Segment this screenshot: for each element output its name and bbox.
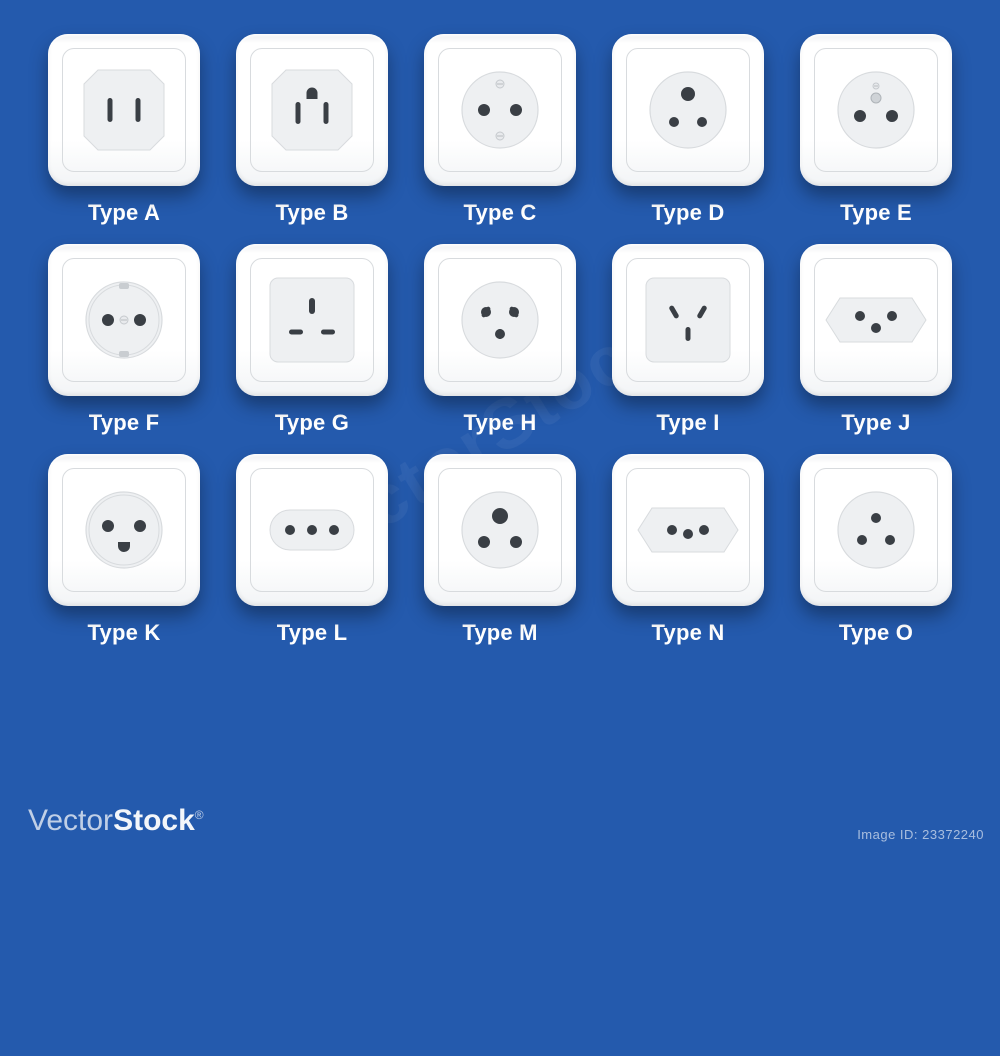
socket-plate-icon [236, 34, 388, 186]
socket-face-icon [612, 34, 764, 186]
socket-face-icon [236, 454, 388, 606]
socket-cell-type-h: Type H [424, 244, 576, 436]
socket-label: Type E [840, 200, 912, 226]
socket-plate-icon [424, 244, 576, 396]
socket-face-icon [48, 34, 200, 186]
socket-cell-type-a: Type A [48, 34, 200, 226]
socket-cell-type-m: Type M [424, 454, 576, 646]
socket-plate-icon [800, 244, 952, 396]
image-id: Image ID: 23372240 [857, 827, 984, 842]
socket-plate-icon [800, 34, 952, 186]
socket-cell-type-c: Type C [424, 34, 576, 226]
socket-label: Type N [652, 620, 725, 646]
socket-plate-icon [236, 244, 388, 396]
socket-label: Type D [652, 200, 725, 226]
socket-plate-icon [612, 244, 764, 396]
socket-face-icon [48, 244, 200, 396]
socket-cell-type-i: Type I [612, 244, 764, 436]
socket-face-icon [48, 454, 200, 606]
socket-cell-type-g: Type G [236, 244, 388, 436]
socket-cell-type-j: Type J [800, 244, 952, 436]
socket-plate-icon [424, 454, 576, 606]
socket-face-icon [424, 244, 576, 396]
socket-plate-icon [236, 454, 388, 606]
socket-face-icon [800, 244, 952, 396]
socket-label: Type I [656, 410, 719, 436]
socket-cell-type-f: Type F [48, 244, 200, 436]
socket-face-icon [612, 454, 764, 606]
socket-face-icon [612, 244, 764, 396]
socket-label: Type H [464, 410, 537, 436]
socket-cell-type-k: Type K [48, 454, 200, 646]
socket-label: Type J [841, 410, 910, 436]
socket-label: Type G [275, 410, 349, 436]
socket-label: Type C [464, 200, 537, 226]
socket-plate-icon [612, 454, 764, 606]
socket-face-icon [800, 454, 952, 606]
socket-face-icon [800, 34, 952, 186]
socket-grid: Type A Type B Type C Type D [48, 34, 952, 646]
socket-cell-type-o: Type O [800, 454, 952, 646]
socket-face-icon [424, 34, 576, 186]
socket-label: Type K [88, 620, 161, 646]
socket-plate-icon [612, 34, 764, 186]
socket-plate-icon [48, 244, 200, 396]
socket-plate-icon [48, 34, 200, 186]
socket-plate-icon [424, 34, 576, 186]
socket-cell-type-l: Type L [236, 454, 388, 646]
socket-cell-type-n: Type N [612, 454, 764, 646]
socket-label: Type B [276, 200, 349, 226]
socket-cell-type-b: Type B [236, 34, 388, 226]
socket-cell-type-e: Type E [800, 34, 952, 226]
socket-plate-icon [800, 454, 952, 606]
socket-plate-icon [48, 454, 200, 606]
socket-cell-type-d: Type D [612, 34, 764, 226]
socket-label: Type M [462, 620, 537, 646]
vectorstock-logo: VectorStock® [28, 804, 204, 838]
infographic-canvas: VectorStock® Type A Type B Type C [0, 0, 1000, 856]
socket-face-icon [424, 454, 576, 606]
socket-label: Type A [88, 200, 160, 226]
socket-face-icon [236, 244, 388, 396]
socket-face-icon [236, 34, 388, 186]
socket-label: Type F [89, 410, 159, 436]
socket-label: Type O [839, 620, 913, 646]
socket-label: Type L [277, 620, 347, 646]
